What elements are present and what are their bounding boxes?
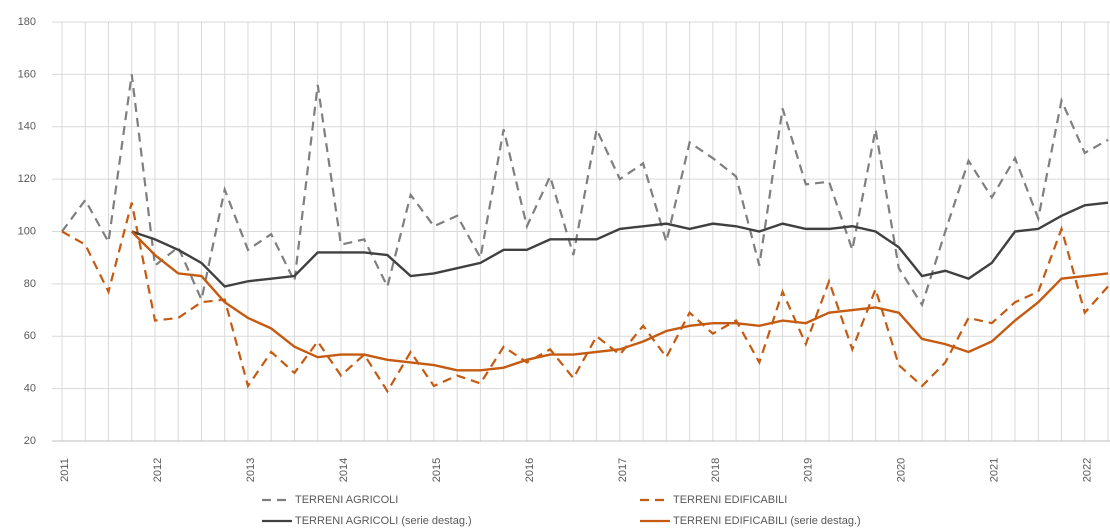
- x-tick-label: 2020: [896, 458, 908, 482]
- x-tick-label: 2013: [245, 458, 257, 482]
- legend-label: TERRENI EDIFICABILI: [673, 494, 787, 506]
- x-tick-label: 2014: [338, 458, 350, 482]
- legend-label: TERRENI AGRICOLI (serie destag.): [295, 515, 472, 527]
- y-tick-label: 40: [24, 383, 36, 395]
- x-tick-label: 2019: [803, 458, 815, 482]
- y-tick-label: 160: [18, 68, 36, 80]
- y-tick-label: 60: [24, 330, 36, 342]
- y-tick-label: 100: [18, 225, 36, 237]
- series-line: [61, 74, 1109, 308]
- x-tick-label: 2016: [524, 458, 536, 482]
- series-line: [61, 202, 1109, 394]
- y-tick-label: 180: [18, 16, 36, 28]
- x-tick-label: 2018: [710, 458, 722, 482]
- x-tick-label: 2015: [431, 458, 443, 482]
- x-tick-label: 2017: [617, 458, 629, 482]
- legend-label: TERRENI EDIFICABILI (serie destag.): [673, 515, 861, 527]
- x-tick-label: 2022: [1082, 458, 1094, 482]
- legend-label: TERRENI AGRICOLI: [295, 494, 398, 506]
- x-tick-label: 2021: [989, 458, 1001, 482]
- y-tick-label: 80: [24, 278, 36, 290]
- y-tick-label: 20: [24, 435, 36, 447]
- series-line: [131, 201, 1109, 288]
- x-tick-label: 2011: [59, 458, 71, 482]
- y-tick-label: 140: [18, 121, 36, 133]
- y-tick-label: 120: [18, 173, 36, 185]
- series-line: [130, 230, 1109, 372]
- x-tick-label: 2012: [152, 458, 164, 482]
